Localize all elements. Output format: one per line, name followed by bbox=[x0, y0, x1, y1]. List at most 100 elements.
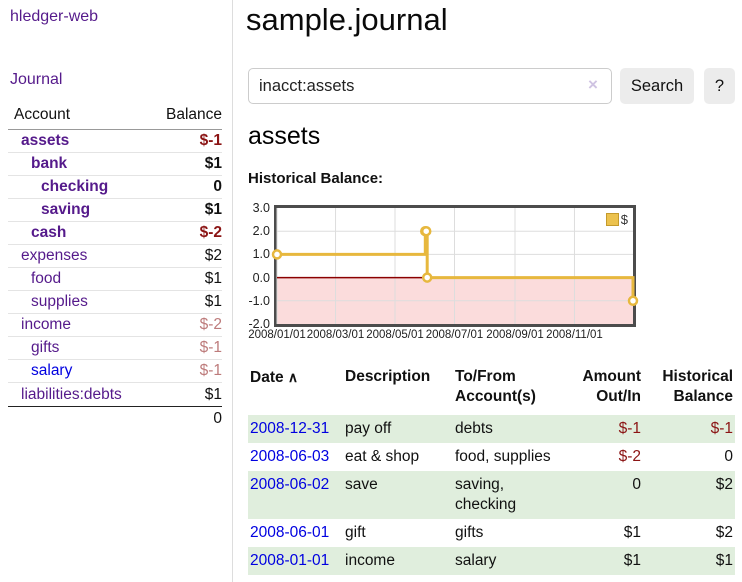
transaction-date-link[interactable]: 2008-12-31 bbox=[250, 420, 330, 437]
transaction-balance: $2 bbox=[715, 524, 733, 541]
accounts-header: Account Balance bbox=[8, 103, 222, 130]
account-balance: $1 bbox=[204, 155, 222, 172]
account-balance: $-1 bbox=[199, 339, 222, 356]
account-link[interactable]: bank bbox=[31, 155, 68, 172]
account-link[interactable]: salary bbox=[31, 362, 73, 379]
account-row: gifts $-1 bbox=[8, 337, 222, 360]
column-header-description: Description bbox=[345, 368, 431, 385]
chart-data-point bbox=[420, 225, 432, 237]
sidebar: hledger-web Journal Account Balance asse… bbox=[0, 0, 233, 582]
transaction-balance: $1 bbox=[715, 552, 733, 569]
y-axis-label: 0.0 bbox=[252, 270, 270, 285]
y-axis-label: 1.0 bbox=[252, 247, 270, 262]
account-link[interactable]: liabilities:debts bbox=[21, 385, 122, 403]
transaction-amount: $-1 bbox=[618, 420, 641, 437]
column-header-date[interactable]: Date ∧ bbox=[250, 369, 299, 386]
account-link[interactable]: gifts bbox=[31, 339, 60, 356]
x-axis-label: 2008/11/01 bbox=[546, 329, 603, 341]
accounts-tree: Account Balance assets $-1 bank $1 checking 0… bbox=[8, 103, 222, 429]
column-header-balance: Historical Balance bbox=[662, 368, 733, 405]
transaction-row: 2008-12-31 pay off debts $-1 $-1 bbox=[248, 415, 735, 443]
balance-chart: $ bbox=[271, 205, 639, 327]
y-axis-label: -2.0 bbox=[248, 317, 270, 331]
x-axis-label: 2008/07/01 bbox=[425, 329, 484, 341]
account-row: income $-2 bbox=[8, 314, 222, 337]
search-input[interactable] bbox=[248, 68, 612, 104]
legend-swatch-icon bbox=[605, 213, 619, 226]
clear-search-icon[interactable]: × bbox=[588, 75, 598, 94]
account-link[interactable]: income bbox=[21, 316, 71, 333]
account-row: salary $-1 bbox=[8, 360, 222, 383]
chart-data-point bbox=[421, 272, 433, 283]
transaction-description: gift bbox=[345, 524, 366, 541]
account-heading: assets bbox=[248, 122, 321, 150]
transaction-amount: $-2 bbox=[618, 448, 641, 465]
transaction-date-link[interactable]: 2008-06-02 bbox=[250, 476, 330, 493]
column-header-amount: Amount Out/In bbox=[582, 368, 641, 405]
transaction-date-link[interactable]: 2008-06-03 bbox=[250, 448, 330, 465]
x-axis-label: 2008/03/01 bbox=[306, 329, 365, 341]
account-row: supplies $1 bbox=[8, 291, 222, 314]
account-row: food $1 bbox=[8, 268, 222, 291]
transaction-description: save bbox=[345, 476, 378, 493]
y-axis-label: 3.0 bbox=[252, 201, 270, 215]
y-axis-label: 2.0 bbox=[252, 224, 270, 239]
page-title: sample.journal bbox=[246, 2, 448, 37]
chart-data-point bbox=[627, 295, 639, 307]
transaction-row: 2008-06-02 save saving, checking 0 $2 bbox=[248, 471, 735, 519]
account-balance: $1 bbox=[204, 201, 222, 218]
account-link[interactable]: cash bbox=[31, 224, 67, 241]
account-balance: $1 bbox=[204, 385, 222, 403]
account-balance: $2 bbox=[204, 247, 222, 264]
transaction-date-link[interactable]: 2008-06-01 bbox=[250, 524, 330, 541]
transaction-row: 2008-06-03 eat & shop food, supplies $-2 0 bbox=[248, 443, 735, 471]
transaction-balance: $2 bbox=[715, 476, 733, 493]
account-link[interactable]: checking bbox=[41, 178, 109, 195]
account-row: saving $1 bbox=[8, 199, 222, 222]
account-link[interactable]: saving bbox=[41, 201, 91, 218]
search-button[interactable]: Search bbox=[620, 68, 694, 104]
accounts-header-balance: Balance bbox=[165, 106, 222, 123]
account-link[interactable]: expenses bbox=[21, 247, 88, 264]
account-balance: $-1 bbox=[199, 132, 222, 149]
account-link[interactable]: assets bbox=[21, 132, 70, 149]
transaction-accounts: food, supplies bbox=[455, 448, 551, 465]
transaction-amount: 0 bbox=[632, 476, 641, 493]
column-header-account: To/From Account(s) bbox=[455, 368, 536, 405]
transaction-amount: $1 bbox=[623, 524, 641, 541]
accounts-rows: assets $-1 bank $1 checking 0 saving $1 cash $-2 e… bbox=[8, 130, 222, 406]
chart-title: Historical Balance: bbox=[248, 170, 384, 187]
account-balance: $1 bbox=[204, 293, 222, 310]
chart-legend: $ bbox=[605, 212, 628, 227]
x-axis-label: 2008/09/01 bbox=[486, 329, 544, 341]
account-link[interactable]: food bbox=[31, 270, 62, 287]
transaction-description: income bbox=[345, 552, 395, 569]
account-row: checking 0 bbox=[8, 176, 222, 199]
transaction-balance: 0 bbox=[724, 448, 733, 465]
account-row: cash $-2 bbox=[8, 222, 222, 245]
account-row: bank $1 bbox=[8, 153, 222, 176]
account-balance: $1 bbox=[204, 270, 222, 287]
account-link[interactable]: supplies bbox=[31, 293, 88, 310]
y-axis-label: -1.0 bbox=[248, 293, 270, 308]
app-title-link[interactable]: hledger-web bbox=[10, 8, 99, 25]
register-header-row: Date ∧ Description To/From Account(s) Am… bbox=[248, 365, 735, 415]
transaction-accounts: debts bbox=[455, 420, 493, 437]
transaction-description: eat & shop bbox=[345, 448, 420, 465]
sidebar-item-journal[interactable]: Journal bbox=[10, 71, 63, 88]
transaction-accounts: saving, checking bbox=[455, 476, 517, 513]
legend-label: $ bbox=[620, 212, 628, 227]
account-balance: 0 bbox=[213, 178, 222, 195]
chart-data-point bbox=[271, 249, 283, 260]
accounts-header-account: Account bbox=[14, 106, 71, 123]
sort-ascending-icon: ∧ bbox=[287, 369, 299, 385]
transaction-date-link[interactable]: 2008-01-01 bbox=[250, 552, 330, 569]
chart-canvas bbox=[271, 208, 639, 324]
account-row: expenses $2 bbox=[8, 245, 222, 268]
account-balance: $-2 bbox=[199, 316, 222, 333]
accounts-total: 0 bbox=[8, 406, 222, 429]
help-button[interactable]: ? bbox=[704, 68, 735, 104]
transaction-row: 2008-01-01 income salary $1 $1 bbox=[248, 547, 735, 575]
account-row: liabilities:debts $1 bbox=[8, 383, 222, 406]
